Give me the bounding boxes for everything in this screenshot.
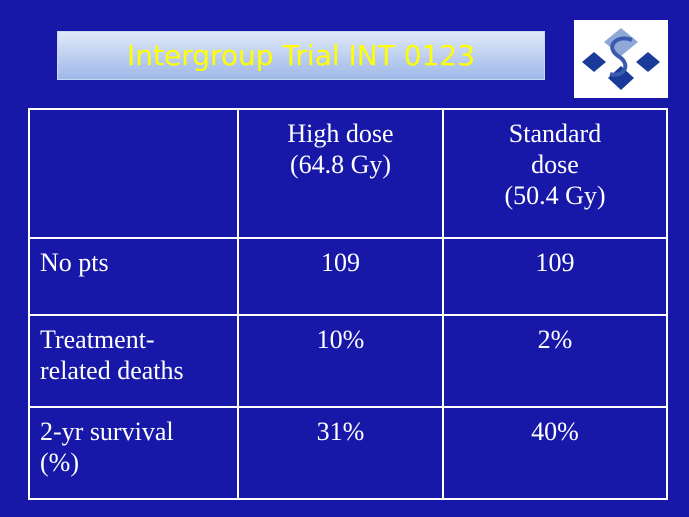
table-cell: 109 xyxy=(442,237,668,316)
table-cell: Treatment-related deaths xyxy=(28,314,239,408)
table-cell: High dose (64.8 Gy) xyxy=(237,108,444,239)
table-row: No pts 109 109 xyxy=(28,237,668,316)
table-cell xyxy=(28,108,239,239)
table-cell: 31% xyxy=(237,406,444,500)
table-cell: 2% xyxy=(442,314,668,408)
logo-shape xyxy=(609,36,633,77)
table-row: 2-yr survival (%) 31% 40% xyxy=(28,406,668,500)
table-cell: No pts xyxy=(28,237,239,316)
header-row: High dose (64.8 Gy) Standard dose (50.4 Gy) xyxy=(28,108,668,239)
table-cell: 40% xyxy=(442,406,668,500)
table-cell: 2-yr survival (%) xyxy=(28,406,239,500)
cell-text: dose xyxy=(531,150,579,179)
cell-text: High dose xyxy=(287,119,394,148)
cell-text: (64.8 Gy) xyxy=(289,150,392,179)
cell-text: No pts xyxy=(40,248,109,277)
logo-shape xyxy=(604,28,638,56)
table-cell: Standard dose (50.4 Gy) xyxy=(442,108,668,239)
cell-text: (50.4 Gy) xyxy=(504,181,606,210)
logo xyxy=(574,20,668,98)
cell-text: Standard xyxy=(508,119,602,148)
cell-text: related deaths xyxy=(40,356,184,385)
cell-text: 2-yr survival xyxy=(40,417,174,446)
logo-shape xyxy=(636,52,660,72)
logo-shape xyxy=(608,66,634,90)
logo-shape xyxy=(582,52,606,72)
slide-title: Intergroup Trial INT 0123 xyxy=(57,31,545,80)
cell-text: Treatment- xyxy=(40,325,155,354)
table-row: Treatment-related deaths 10% 2% xyxy=(28,314,668,408)
table-cell: 109 xyxy=(237,237,444,316)
table-cell: 10% xyxy=(237,314,444,408)
data-table: High dose (64.8 Gy) Standard dose (50.4 Gy) N… xyxy=(28,108,668,500)
cell-text: (%) xyxy=(40,448,79,477)
